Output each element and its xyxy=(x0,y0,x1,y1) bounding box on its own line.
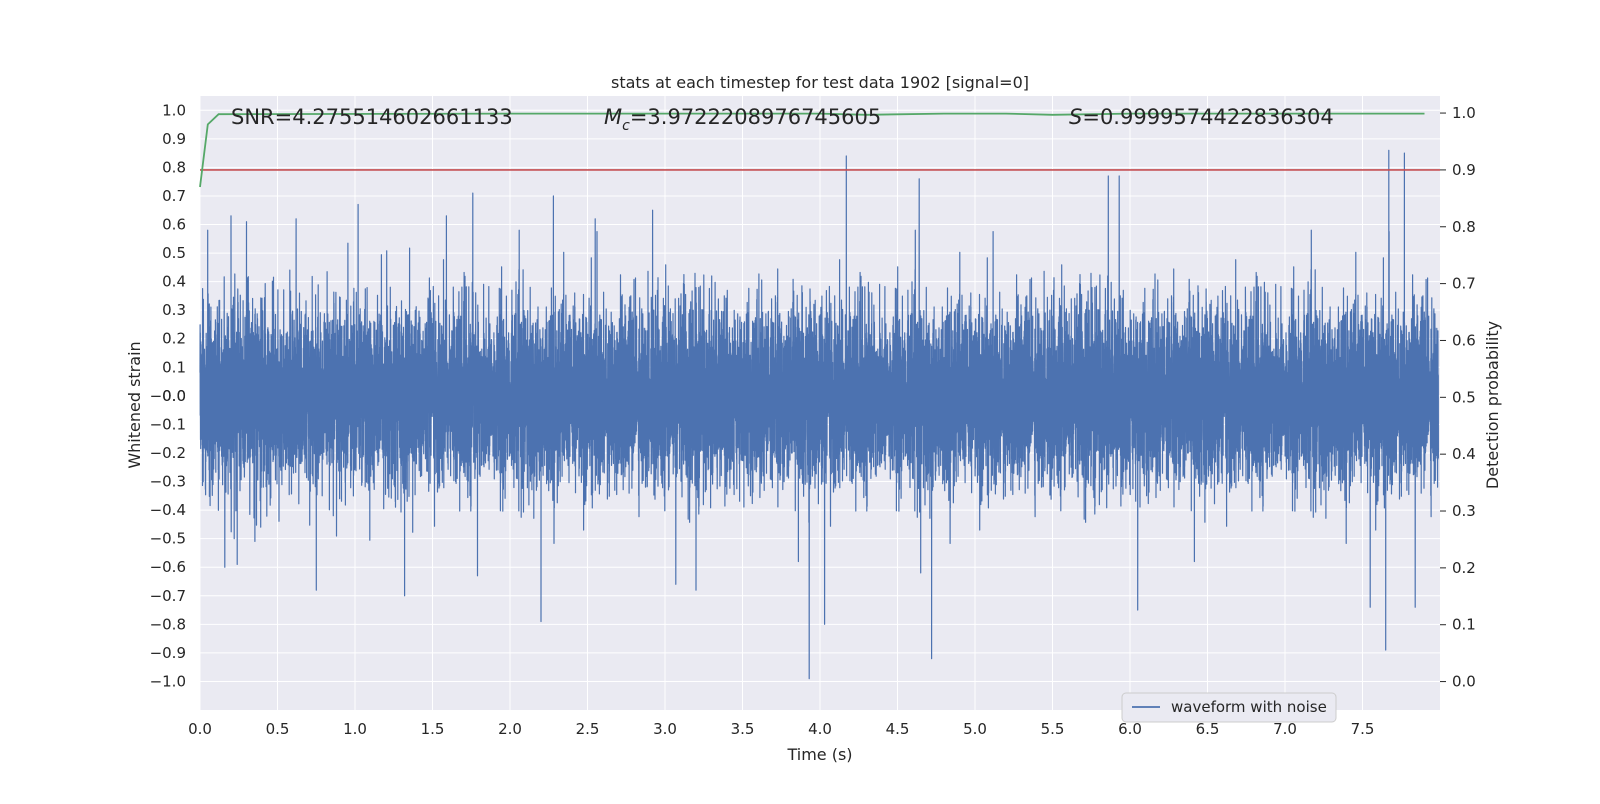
legend-box xyxy=(1121,692,1337,723)
waveform-line xyxy=(199,149,1439,680)
score-annotation: S=0.9999574422836304 xyxy=(1069,105,1334,129)
y-tick-label: 1.0 xyxy=(162,101,186,119)
x-tick-label: 5.5 xyxy=(1041,720,1065,738)
chirp-mass-subscript: c xyxy=(622,118,630,134)
x-tick-label: 2.0 xyxy=(498,720,522,738)
y2-tick-label: 0.9 xyxy=(1452,161,1476,179)
y-tick-label: 0.7 xyxy=(162,187,186,205)
y-tick-label: −0.0 xyxy=(150,387,186,405)
y2-tick-label: 0.5 xyxy=(1452,388,1476,406)
y2-tick-label: 0.0 xyxy=(1452,673,1476,691)
x-tick-label: 3.5 xyxy=(731,720,755,738)
x-tick-label: 6.0 xyxy=(1118,720,1142,738)
y-tick-label: 0.1 xyxy=(162,358,186,376)
y2-tick-label: 0.4 xyxy=(1452,445,1476,463)
y-axis-label: Whitened strain xyxy=(125,341,144,468)
x-tick-label: 3.0 xyxy=(653,720,677,738)
x-tick-label: 1.0 xyxy=(343,720,367,738)
y-tick-label: 0.9 xyxy=(162,130,186,148)
y-tick-labels: 1.0 0.9 0.8 0.7 0.6 0.5 0.4 0.3 0.2 0.1 0.0−0.0 −0.… xyxy=(150,101,186,690)
y2-tick-label: 0.8 xyxy=(1452,218,1476,236)
x-axis-label: Time (s) xyxy=(786,745,852,764)
chirp-mass-value: =3.9722208976745605 xyxy=(630,105,881,129)
legend-entry: waveform with noise xyxy=(1171,698,1327,716)
y-tick-label: 0.5 xyxy=(162,244,186,262)
y2-tick-label: 0.1 xyxy=(1452,616,1476,634)
y-tick-label: −0.7 xyxy=(150,587,186,605)
y2-tick-label: 1.0 xyxy=(1452,104,1476,122)
x-tick-label: 4.5 xyxy=(886,720,910,738)
y2-tick-label: 0.6 xyxy=(1452,331,1476,349)
snr-annotation: SNR=4.275514602661133 xyxy=(231,105,513,129)
y-tick-label: 0.0 xyxy=(162,387,186,405)
y2-tick-label: 0.3 xyxy=(1452,502,1476,520)
y2-tick-label: 0.7 xyxy=(1452,275,1476,293)
x-tick-label: 6.5 xyxy=(1196,720,1220,738)
legend: waveform with noise xyxy=(1121,692,1337,723)
x-tick-label: 1.5 xyxy=(421,720,445,738)
y-tick-label: −0.1 xyxy=(150,415,186,433)
x-tick-label: 7.0 xyxy=(1273,720,1297,738)
x-tick-label: 5.0 xyxy=(963,720,987,738)
y-tick-label: 0.2 xyxy=(162,330,186,348)
y-tick-label: −0.4 xyxy=(150,501,186,519)
y-tick-label: 0.8 xyxy=(162,158,186,176)
y-tick-label: −0.9 xyxy=(150,644,186,662)
y-tick-label: 0.4 xyxy=(162,273,186,291)
y-tick-label: −1.0 xyxy=(150,672,186,690)
right-axis-series xyxy=(199,112,1440,188)
x-tick-labels: 0.0 0.5 1.0 1.5 2.0 2.5 3.0 3.5 4.0 4.5 5.0 5.5 6.0 6… xyxy=(188,720,1374,738)
detection-probability-line xyxy=(199,112,1425,188)
y-tick-label: 0.3 xyxy=(162,301,186,319)
y-tick-label: −0.5 xyxy=(150,530,186,548)
x-tick-label: 0.5 xyxy=(266,720,290,738)
y-tick-label: −0.8 xyxy=(150,615,186,633)
x-tick-label: 0.0 xyxy=(188,720,212,738)
y2-tick-label: 0.2 xyxy=(1452,559,1476,577)
y2-axis-label: Detection probability xyxy=(1483,321,1502,489)
score-symbol: S xyxy=(1069,105,1082,129)
x-tick-label: 2.5 xyxy=(576,720,600,738)
chart-title: stats at each timestep for test data 190… xyxy=(611,73,1029,92)
y-tick-label: −0.3 xyxy=(150,473,186,491)
y2-tick-labels: 1.0 0.9 0.8 0.7 0.6 0.5 0.4 0.3 0.2 0.1 0.0 xyxy=(1440,104,1476,691)
x-tick-label: 4.0 xyxy=(808,720,832,738)
waveform-series xyxy=(199,149,1439,680)
y-tick-label: −0.6 xyxy=(150,558,186,576)
chirp-mass-symbol: M xyxy=(604,105,622,129)
score-value: =0.9999574422836304 xyxy=(1082,105,1333,129)
x-tick-label: 7.5 xyxy=(1351,720,1375,738)
y-tick-label: 0.6 xyxy=(162,216,186,234)
chirp-mass-annotation: Mc=3.9722208976745605 xyxy=(604,105,881,134)
y-tick-label: −0.2 xyxy=(150,444,186,462)
